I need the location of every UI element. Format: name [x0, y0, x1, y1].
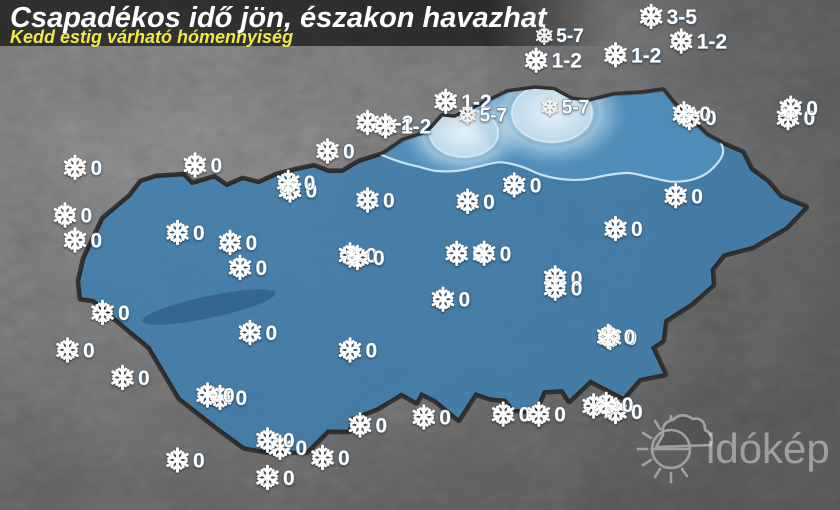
svg-text:0: 0	[193, 222, 205, 245]
svg-text:0: 0	[193, 450, 205, 473]
svg-text:idókép: idókép	[706, 425, 830, 472]
svg-text:0: 0	[806, 98, 818, 121]
svg-text:0: 0	[118, 302, 130, 325]
svg-text:0: 0	[483, 191, 495, 214]
svg-text:3-5: 3-5	[667, 6, 698, 29]
svg-text:0: 0	[571, 278, 583, 301]
svg-text:1-2: 1-2	[631, 44, 661, 67]
svg-text:1-2: 1-2	[401, 116, 431, 139]
svg-text:Kedd estig várható hómennyiség: Kedd estig várható hómennyiség	[10, 27, 293, 47]
svg-text:0: 0	[459, 289, 471, 312]
svg-text:0: 0	[81, 205, 93, 228]
svg-text:0: 0	[699, 103, 711, 126]
svg-text:5-7: 5-7	[556, 26, 583, 47]
svg-text:5-7: 5-7	[480, 106, 507, 127]
svg-text:0: 0	[439, 406, 451, 429]
svg-text:0: 0	[83, 340, 95, 363]
svg-text:0: 0	[383, 190, 395, 213]
svg-text:0: 0	[366, 340, 378, 363]
svg-text:0: 0	[91, 230, 103, 253]
svg-text:0: 0	[376, 415, 388, 438]
svg-text:1-2: 1-2	[552, 50, 582, 73]
svg-text:0: 0	[256, 257, 268, 280]
svg-text:0: 0	[373, 247, 385, 270]
svg-text:0: 0	[296, 437, 308, 460]
svg-text:0: 0	[246, 232, 258, 255]
svg-text:0: 0	[223, 385, 235, 408]
svg-text:1-2: 1-2	[697, 31, 727, 54]
svg-text:0: 0	[211, 155, 223, 178]
svg-text:0: 0	[343, 141, 355, 164]
svg-text:0: 0	[283, 467, 295, 490]
svg-text:0: 0	[283, 430, 295, 453]
svg-text:0: 0	[500, 243, 512, 266]
svg-text:0: 0	[624, 326, 636, 349]
svg-text:0: 0	[138, 367, 150, 390]
svg-text:0: 0	[91, 157, 103, 180]
svg-text:5-7: 5-7	[562, 97, 589, 118]
svg-text:0: 0	[622, 394, 634, 417]
svg-text:0: 0	[554, 404, 566, 427]
svg-text:0: 0	[631, 218, 643, 241]
svg-text:0: 0	[304, 172, 316, 195]
svg-text:0: 0	[338, 447, 350, 470]
svg-text:0: 0	[691, 185, 703, 208]
svg-text:0: 0	[236, 387, 248, 410]
svg-text:0: 0	[266, 322, 278, 345]
svg-text:0: 0	[530, 174, 542, 197]
